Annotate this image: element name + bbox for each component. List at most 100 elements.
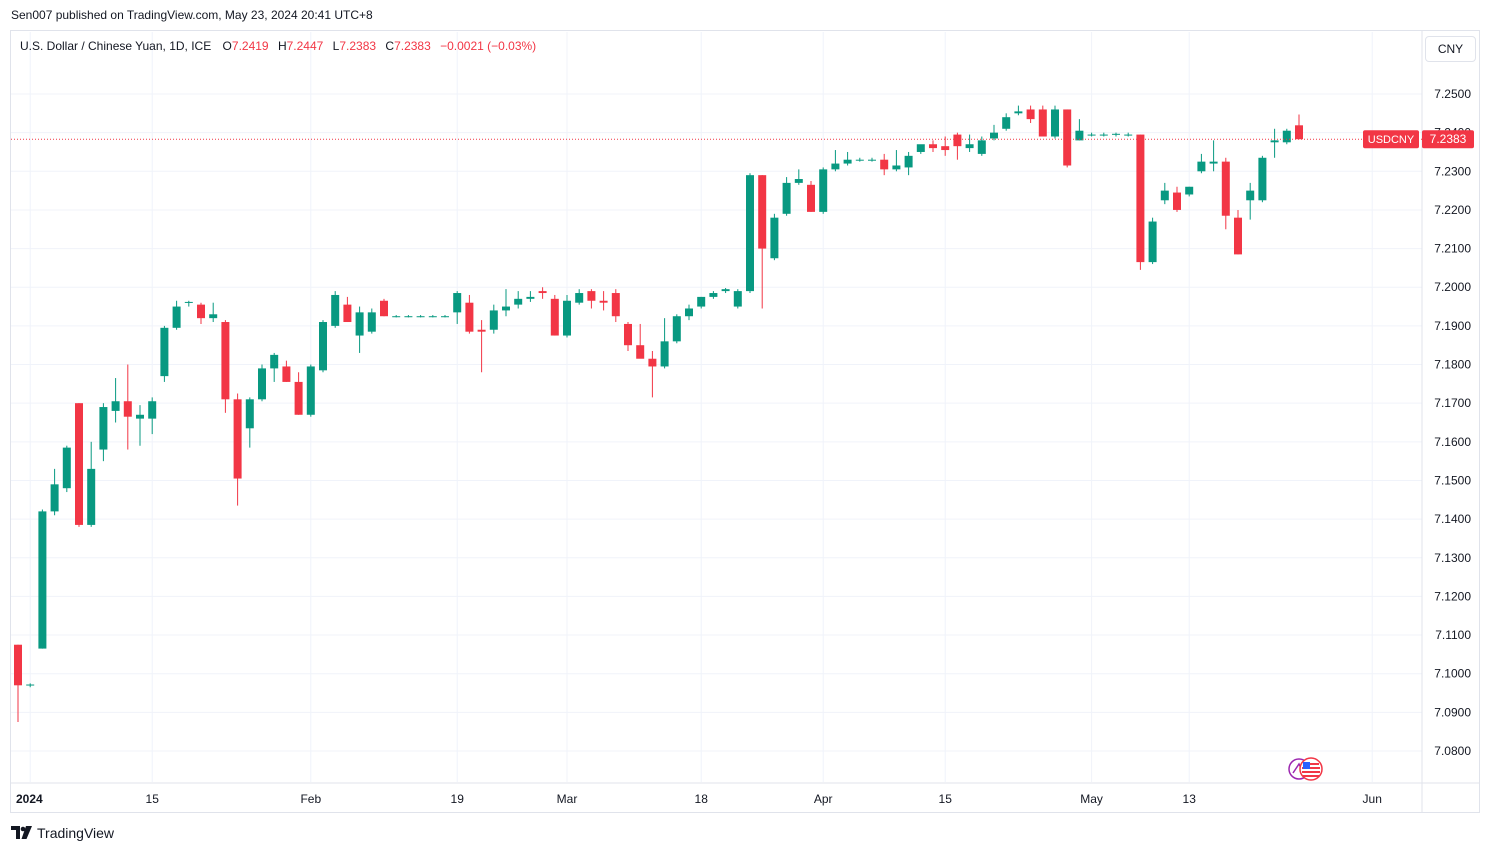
y-tick-label: 7.2200 (1434, 203, 1471, 217)
candle (502, 289, 510, 317)
candle-body (624, 323, 632, 346)
candle-body (441, 316, 449, 318)
candle (428, 315, 437, 318)
candle (563, 294, 571, 338)
candle (1014, 105, 1023, 116)
y-tick-label: 7.0800 (1434, 744, 1471, 758)
candle-body (1136, 134, 1145, 263)
candle (331, 291, 340, 328)
candle (758, 175, 767, 309)
candle-body (990, 132, 998, 139)
grid-lines (11, 31, 1479, 812)
price-axis: 7.0800 7.0900 7.1000 7.1100 7.1200 7.1300 7.14… (1434, 87, 1471, 758)
us-flag-icon[interactable] (1287, 757, 1325, 781)
candle-body (855, 159, 864, 161)
candle-body (465, 302, 474, 332)
candle-body (794, 179, 803, 183)
candle (1295, 114, 1303, 140)
symbol-legend: U.S. Dollar / Chinese Yuan, 1D, ICE O7.2… (20, 39, 542, 53)
time-axis: 2024 15 Feb 19 Mar 18 Apr 15 May 13 Jun (16, 792, 1382, 806)
candle (343, 296, 352, 323)
candle (197, 302, 205, 324)
candle-body (1282, 130, 1291, 143)
candle (245, 397, 254, 448)
candle (294, 372, 303, 415)
candle-body (831, 163, 840, 170)
candle (1087, 132, 1096, 137)
candle (868, 157, 876, 162)
candle-body (916, 144, 925, 152)
high-label: H (277, 39, 287, 53)
y-tick-label: 7.2500 (1434, 87, 1471, 101)
candle-body (843, 159, 852, 164)
candle-body (892, 165, 901, 170)
candle-body (160, 327, 169, 377)
y-tick-label: 7.1700 (1434, 396, 1471, 410)
candle (270, 352, 279, 382)
close-value: 7.2383 (394, 39, 431, 53)
candle-body (1209, 161, 1218, 164)
tradingview-logo[interactable]: TradingView (11, 825, 114, 841)
y-tick-label: 7.1000 (1434, 667, 1471, 681)
candle (587, 289, 596, 309)
candle-body (75, 403, 83, 525)
candle (87, 441, 96, 527)
candle (441, 315, 449, 318)
x-tick-label: 15 (939, 792, 953, 806)
candle-body (270, 354, 279, 369)
candle-body (367, 312, 376, 332)
candle-body (1295, 125, 1303, 140)
x-tick-label: Mar (557, 792, 578, 806)
candle (770, 213, 779, 261)
candle-body (526, 296, 535, 299)
candle (611, 289, 620, 323)
candle-body (1087, 134, 1096, 136)
candle-body (868, 159, 876, 161)
candle-body (1063, 109, 1072, 166)
candle-body (575, 293, 584, 303)
candle-body (62, 447, 71, 489)
close-label: C (385, 39, 395, 53)
candle-body (453, 293, 462, 313)
candle-body (977, 140, 986, 154)
chart-frame (10, 30, 1480, 813)
candle (75, 403, 83, 527)
candle-body (770, 217, 779, 259)
candle-body (758, 175, 767, 249)
candle (489, 304, 498, 334)
candle (367, 308, 376, 334)
candle (965, 134, 974, 152)
candle (941, 136, 950, 156)
candle-body (197, 304, 205, 319)
candle (1185, 186, 1194, 197)
candle-body (1014, 111, 1023, 114)
change-value: −0.0021 (−0.03%) (440, 39, 537, 53)
candle (38, 509, 47, 649)
footer-brand: TradingView (37, 825, 115, 841)
candle (721, 288, 730, 294)
candle (1160, 182, 1169, 205)
candle (148, 397, 157, 435)
candle-body (502, 306, 510, 311)
candle (1063, 109, 1072, 168)
candle-body (660, 341, 669, 367)
candle (380, 298, 388, 317)
currency-button[interactable]: CNY (1425, 36, 1476, 62)
candle (514, 291, 523, 309)
candle-body (636, 345, 645, 359)
candle-body (331, 294, 340, 326)
candle (624, 322, 632, 352)
x-tick-label: May (1080, 792, 1103, 806)
candle-body (685, 308, 693, 317)
ticker-tag-bg (1363, 130, 1419, 149)
candle-body (87, 468, 96, 525)
candle (233, 393, 242, 506)
low-value: 7.2383 (339, 39, 377, 53)
candle-body (50, 484, 59, 512)
tradingview-logo-icon (11, 826, 32, 839)
candle (855, 157, 864, 162)
x-tick-label: Feb (300, 792, 321, 806)
candle-body (1002, 117, 1011, 129)
candle (660, 318, 669, 369)
